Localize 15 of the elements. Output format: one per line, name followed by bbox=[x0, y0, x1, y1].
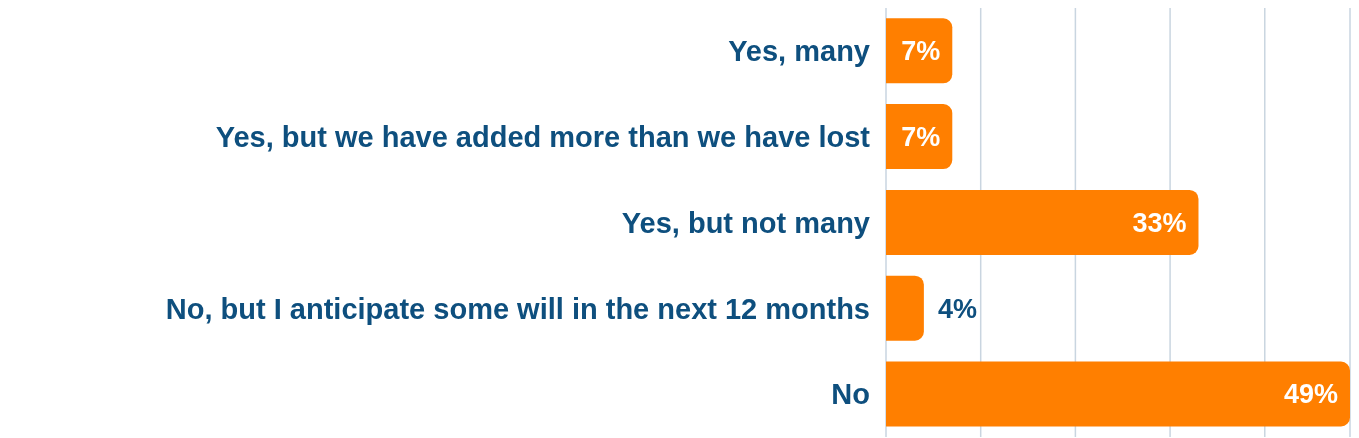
data-label: 33% bbox=[1132, 207, 1187, 238]
y-tick-label: No, but I anticipate some will in the next 12 months bbox=[165, 292, 870, 325]
data-label: 7% bbox=[901, 122, 941, 153]
y-tick-label: Yes, many bbox=[728, 35, 870, 68]
bar bbox=[886, 104, 953, 170]
bar bbox=[886, 275, 924, 341]
bar bbox=[886, 189, 1199, 255]
y-tick-label: No bbox=[831, 378, 870, 411]
data-label: 7% bbox=[901, 36, 941, 67]
y-tick-label: Yes, but we have added more than we have lost bbox=[215, 120, 871, 153]
bar bbox=[886, 18, 953, 84]
data-label: 4% bbox=[937, 293, 977, 324]
y-tick-label: Yes, but not many bbox=[621, 206, 870, 239]
bar bbox=[886, 361, 1350, 427]
data-label: 49% bbox=[1283, 379, 1338, 410]
